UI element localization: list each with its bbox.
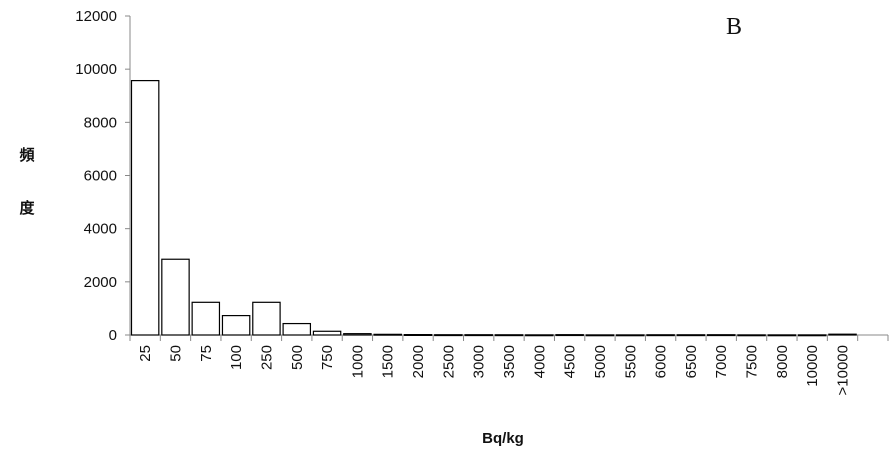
- x-tick-label: 100: [228, 345, 245, 370]
- x-tick-label: 8000: [774, 345, 791, 378]
- bar: [706, 334, 736, 337]
- bar: [525, 334, 554, 337]
- x-axis-title: Bq/kg: [482, 430, 524, 447]
- x-tick-label: 3500: [501, 345, 518, 378]
- y-axis-title-char: 度: [19, 199, 35, 217]
- bar: [676, 334, 706, 337]
- y-axis: 0 2000 4000 6000 8000 10000 12000: [75, 8, 131, 344]
- x-tick-label: 2500: [440, 345, 457, 378]
- bar: [343, 333, 372, 336]
- bar: [191, 301, 221, 336]
- x-tick-label: 2000: [410, 345, 427, 378]
- x-tick-label: 25: [137, 345, 154, 362]
- x-tick-label: 7500: [744, 345, 761, 378]
- bar: [555, 334, 584, 337]
- bar: [494, 334, 524, 337]
- x-tick-label: 6000: [653, 345, 670, 378]
- y-tick-label: 6000: [84, 168, 117, 185]
- bar: [312, 330, 342, 336]
- x-tick-label: 5000: [592, 345, 609, 378]
- bars: [130, 79, 857, 337]
- bar: [434, 334, 463, 337]
- bar: [767, 334, 797, 337]
- y-tick-label: 10000: [75, 61, 117, 78]
- x-axis: 25 50 75 100 250 500 750 1000 1500 2000 2500 3000 35…: [129, 334, 889, 395]
- x-tick-label: 50: [167, 345, 184, 362]
- panel-label: B: [726, 14, 742, 40]
- x-tick-label: 7000: [713, 345, 730, 378]
- y-tick-label: 0: [109, 327, 117, 344]
- x-tick-label: 4500: [562, 345, 579, 378]
- y-tick-label: 2000: [84, 274, 117, 291]
- x-tick-label: 3000: [471, 345, 488, 378]
- bar: [797, 334, 827, 337]
- x-tick-label: 75: [198, 345, 215, 362]
- bar: [252, 301, 281, 336]
- x-tick-label: 5500: [622, 345, 639, 378]
- x-tick-label: 1000: [349, 345, 366, 378]
- x-tick-label: >10000: [835, 345, 852, 395]
- x-tick-label: 250: [258, 345, 275, 370]
- bar: [221, 314, 251, 336]
- x-tick-label: 6500: [683, 345, 700, 378]
- bar: [616, 334, 645, 337]
- y-tick-label: 12000: [75, 8, 117, 25]
- bar: [282, 322, 312, 336]
- bar: [130, 79, 160, 336]
- bar: [585, 334, 615, 337]
- bar: [646, 334, 675, 337]
- y-tick-label: 4000: [84, 221, 117, 238]
- bar: [161, 258, 190, 336]
- x-tick-label: 1500: [380, 345, 397, 378]
- bar: [464, 334, 493, 337]
- bar: [828, 333, 857, 336]
- x-tick-label: 10000: [804, 345, 821, 387]
- bar: [737, 334, 766, 337]
- y-tick-label: 8000: [84, 114, 117, 131]
- bar: [373, 333, 402, 336]
- y-axis-title: 頻度: [19, 146, 35, 217]
- y-axis-title-char: 頻: [19, 146, 34, 164]
- bar: [403, 334, 433, 337]
- x-tick-label: 4000: [531, 345, 548, 378]
- x-tick-label: 750: [319, 345, 336, 370]
- x-tick-label: 500: [289, 345, 306, 370]
